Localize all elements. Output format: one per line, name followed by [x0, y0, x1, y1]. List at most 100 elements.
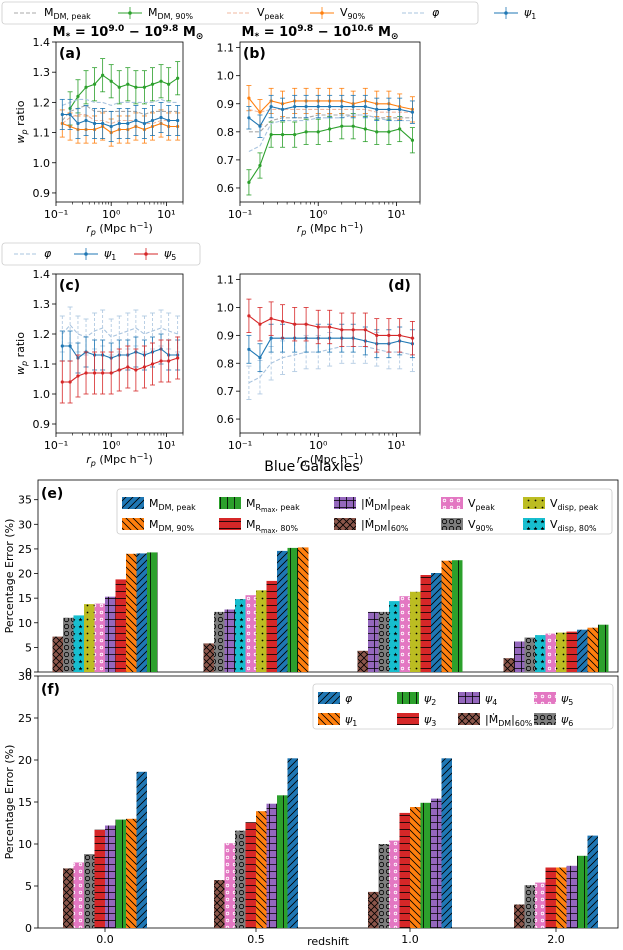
- legend-label: φ: [44, 247, 52, 260]
- legend-entry: MRmax, peak: [219, 497, 300, 514]
- series-phi: [62, 98, 178, 106]
- data-point: [159, 79, 163, 83]
- x-axis-label: rp (Mpc h−1): [86, 452, 152, 468]
- legend-label: φ: [345, 692, 353, 705]
- data-point: [293, 133, 297, 137]
- legend-label: Vdisp, 80%: [550, 518, 597, 533]
- bar: [556, 867, 567, 928]
- legend-f: φ ψ1 ψ2 ψ3 ψ4 |ṀDM|60% ψ5 ψ6: [312, 683, 614, 730]
- panel-a: 0.9 1.0 1.1 1.2 1.3 1.4 10⁻¹ 10⁰ 10¹ rp (Mpc h−1)…: [14, 24, 203, 237]
- bar: [389, 840, 400, 928]
- bar: [256, 590, 267, 672]
- data-point: [134, 368, 138, 372]
- legend-marker: [320, 11, 324, 15]
- x-tick-label: 10¹: [387, 439, 405, 452]
- y-tick-label: 0.7: [217, 154, 235, 167]
- data-point: [142, 365, 147, 369]
- bar: [105, 825, 116, 928]
- legend-entry: Vdisp, 80%: [523, 518, 597, 533]
- legend-label: ψ1: [345, 713, 357, 728]
- bar: [245, 822, 256, 928]
- legend-label: ψ3: [424, 713, 436, 728]
- y-tick-label: 0.6: [217, 413, 235, 426]
- legend-entry-psi1: ψ1: [494, 6, 536, 21]
- bar-group-1.0: [357, 560, 463, 672]
- bar: [73, 615, 84, 672]
- bar: [566, 631, 577, 672]
- bar-group-0.0: [63, 771, 147, 928]
- bar: [52, 636, 63, 672]
- legend-label: MDM, 90%: [148, 6, 193, 21]
- x-axis-label: rp (Mpc h−1): [297, 221, 363, 237]
- bar: [389, 601, 400, 672]
- data-point: [247, 347, 251, 351]
- bar: [214, 611, 225, 672]
- legend-entry: MDM, peak: [122, 497, 196, 512]
- x-tick-label: 1.0: [401, 933, 419, 946]
- panel-title: M* = 109.0 − 109.8 M⊙: [53, 24, 204, 42]
- y-tick-label: 15: [18, 592, 32, 605]
- data-point: [84, 371, 88, 375]
- bar-group-2.0: [503, 624, 609, 672]
- y-tick-label: 1.0: [217, 301, 235, 314]
- data-point: [363, 104, 367, 109]
- legend-marker: [84, 252, 88, 256]
- data-point: [269, 104, 273, 109]
- bar: [514, 904, 525, 928]
- bar: [420, 802, 431, 928]
- data-point: [293, 322, 297, 326]
- bar: [441, 758, 452, 928]
- data-point: [398, 333, 402, 337]
- legend-entry-psi5: ψ5: [134, 247, 176, 262]
- data-point: [340, 328, 344, 332]
- data-point: [142, 85, 147, 89]
- bar: [115, 579, 126, 672]
- y-tick-label: 1.0: [33, 157, 51, 170]
- data-point: [101, 73, 105, 77]
- data-point: [328, 325, 332, 329]
- legend-entry: |ṀDM|60%: [334, 518, 409, 533]
- bar: [431, 798, 442, 928]
- data-point: [351, 124, 355, 128]
- x-tick-label: 0.0: [96, 933, 114, 946]
- legend-entry-psi1: ψ1: [74, 247, 116, 262]
- data-point: [167, 359, 171, 363]
- series-psi1: [59, 98, 181, 143]
- legend-entry: ψ1: [318, 713, 357, 728]
- y-axis-label: Percentage Error (%): [3, 519, 16, 634]
- data-point: [351, 104, 355, 109]
- y-tick-label: 20: [18, 568, 32, 581]
- data-point: [258, 163, 262, 168]
- y-tick-label: 1.1: [217, 42, 235, 55]
- legend-entry: |ṀDM|peak: [334, 497, 411, 512]
- y-tick-label: 30: [18, 670, 32, 683]
- data-point: [167, 118, 171, 123]
- bar: [63, 617, 74, 672]
- data-point: [340, 104, 344, 109]
- x-axis-label: redshift: [307, 935, 349, 948]
- legend-swatch: [523, 497, 545, 509]
- x-axis-label: rp (Mpc h−1): [297, 452, 363, 468]
- panel-label: (d): [388, 278, 411, 294]
- legend-entry-M_DM_90: MDM, 90%: [118, 6, 193, 21]
- y-tick-label: 0: [25, 666, 32, 679]
- panel-d: 0.6 0.7 0.8 0.9 1.0 1.1 10⁻¹ 10⁰ 10¹ rp (Mpc h−1)…: [217, 274, 421, 468]
- bar: [577, 629, 588, 672]
- data-point: [304, 104, 308, 109]
- panel-label: (c): [59, 278, 80, 294]
- y-tick-label: 35: [18, 494, 32, 507]
- data-point: [68, 380, 72, 384]
- x-tick-label: 0.5: [247, 933, 265, 946]
- legend-swatch: [318, 692, 340, 704]
- bar: [224, 609, 235, 672]
- legend-label: ψ2: [424, 692, 436, 707]
- series-psi5: [246, 298, 415, 356]
- bar: [514, 641, 525, 672]
- bar: [431, 573, 442, 672]
- y-tick-label: 0.9: [33, 418, 51, 431]
- blue-galaxies-title: Blue Galaxies: [264, 459, 359, 475]
- legend-label: ψ5: [561, 692, 573, 707]
- panel-c: 0.9 1.0 1.1 1.2 1.3 1.4 10⁻¹ 10⁰ 10¹ rp (Mpc h−1)…: [14, 268, 184, 468]
- series-line: [61, 104, 178, 121]
